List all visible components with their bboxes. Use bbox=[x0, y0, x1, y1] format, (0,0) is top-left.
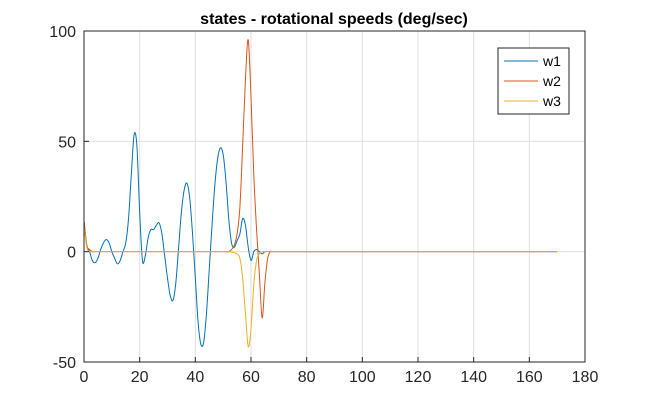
x-tick-label: 140 bbox=[460, 369, 487, 386]
series-line-w3 bbox=[83, 225, 558, 348]
x-tick-label: 80 bbox=[298, 369, 316, 386]
x-tick-label: 120 bbox=[405, 369, 432, 386]
x-tick-label: 40 bbox=[186, 369, 204, 386]
y-axis: -50 0 50 100 bbox=[49, 24, 89, 372]
chart-title: states - rotational speeds (deg/sec) bbox=[200, 11, 468, 28]
y-tick-label: -50 bbox=[53, 355, 76, 372]
legend-label-w3: w3 bbox=[542, 93, 561, 109]
y-tick-label: 0 bbox=[67, 245, 76, 262]
legend-label-w2: w2 bbox=[542, 73, 561, 89]
legend-label-w1: w1 bbox=[542, 53, 561, 69]
plot-frame bbox=[83, 30, 586, 363]
x-axis: 0 20 40 60 80 100 120 140 160 180 bbox=[80, 357, 599, 386]
x-tick-label: 180 bbox=[572, 369, 599, 386]
x-tick-label: 100 bbox=[349, 369, 376, 386]
series-layer bbox=[83, 39, 558, 348]
y-tick-label: 50 bbox=[58, 134, 76, 151]
x-tick-label: 160 bbox=[516, 369, 543, 386]
x-tick-label: 60 bbox=[242, 369, 260, 386]
x-tick-label: 20 bbox=[131, 369, 149, 386]
legend: w1 w2 w3 bbox=[497, 47, 570, 115]
x-tick-label: 0 bbox=[80, 369, 89, 386]
y-tick-label: 100 bbox=[49, 24, 76, 41]
